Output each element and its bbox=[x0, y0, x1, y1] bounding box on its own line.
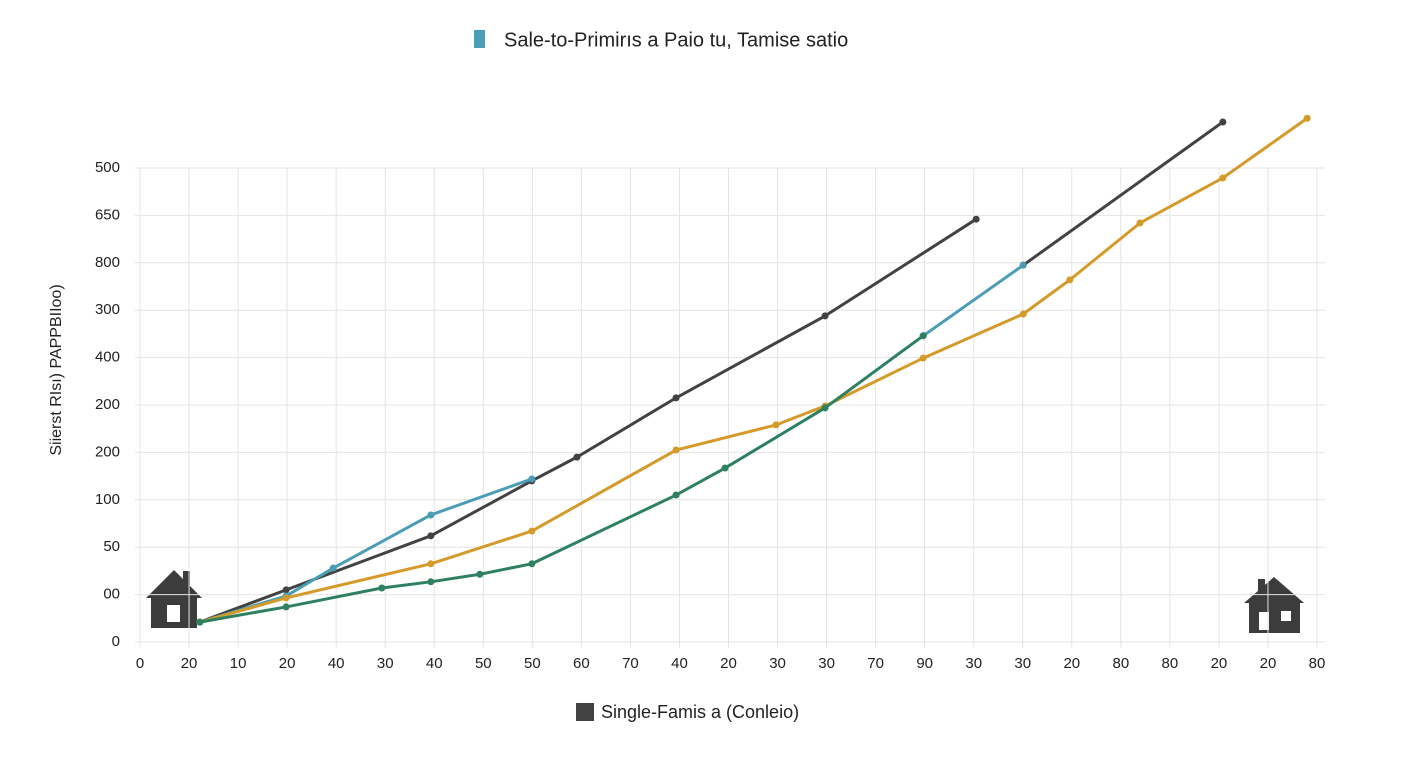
x-tick-label: 30 bbox=[965, 655, 982, 672]
data-point bbox=[427, 578, 435, 586]
data-point bbox=[196, 618, 204, 626]
y-tick-label: 500 bbox=[95, 159, 120, 176]
y-tick-label: 400 bbox=[95, 349, 120, 366]
y-axis-label: Siіerst RIsı) PAPPBIIoo) bbox=[48, 284, 65, 455]
data-point bbox=[1219, 174, 1227, 182]
x-tick-label: 30 bbox=[818, 655, 835, 672]
data-point bbox=[427, 511, 435, 519]
data-point bbox=[1019, 261, 1027, 269]
data-point bbox=[427, 560, 435, 568]
x-tick-label: 50 bbox=[475, 655, 492, 672]
data-point bbox=[1136, 219, 1144, 227]
data-point bbox=[1066, 276, 1074, 284]
x-tick-label: 0 bbox=[136, 655, 144, 672]
house-icon-right bbox=[1244, 577, 1304, 633]
data-point bbox=[821, 404, 829, 412]
data-point bbox=[1303, 114, 1311, 122]
y-tick-label: 50 bbox=[103, 538, 120, 555]
x-tick-label: 40 bbox=[426, 655, 443, 672]
legend-label: Single-Famis a (Conleio) bbox=[601, 702, 799, 722]
y-tick-label: 200 bbox=[95, 396, 120, 413]
x-tick-label: 60 bbox=[573, 655, 590, 672]
x-tick-label: 20 bbox=[720, 655, 737, 672]
y-tick-label: 100 bbox=[95, 491, 120, 508]
y-tick-label: 650 bbox=[95, 206, 120, 223]
x-tick-label: 20 bbox=[181, 655, 198, 672]
y-tick-label: 200 bbox=[95, 443, 120, 460]
data-point bbox=[821, 312, 829, 320]
x-tick-label: 50 bbox=[524, 655, 541, 672]
data-point bbox=[282, 594, 290, 602]
line-series bbox=[199, 334, 925, 624]
data-point bbox=[672, 491, 680, 499]
line-series bbox=[199, 263, 1025, 624]
data-point bbox=[573, 453, 581, 461]
x-tick-label: 80 bbox=[1309, 655, 1326, 672]
y-tick-label: 800 bbox=[95, 254, 120, 271]
chart-title: Sale-to-Primirıs a Paio tu, Tamise satio bbox=[504, 29, 848, 51]
data-point bbox=[282, 586, 290, 594]
line-series bbox=[199, 117, 1309, 624]
data-point bbox=[721, 464, 729, 472]
data-point bbox=[528, 527, 536, 535]
data-point bbox=[476, 570, 484, 578]
y-tick-label: 300 bbox=[95, 301, 120, 318]
x-tick-label: 80 bbox=[1112, 655, 1129, 672]
x-tick-label: 40 bbox=[328, 655, 345, 672]
x-tick-label: 40 bbox=[671, 655, 688, 672]
data-point bbox=[378, 584, 386, 592]
house-icon-left bbox=[146, 570, 202, 628]
x-tick-label: 20 bbox=[1063, 655, 1080, 672]
x-tick-label: 90 bbox=[916, 655, 933, 672]
legend-swatch bbox=[576, 703, 594, 721]
x-tick-label: 20 bbox=[1260, 655, 1277, 672]
x-tick-label: 80 bbox=[1162, 655, 1179, 672]
x-tick-label: 20 bbox=[279, 655, 296, 672]
data-point bbox=[919, 354, 927, 362]
x-tick-label: 10 bbox=[230, 655, 247, 672]
data-point bbox=[1219, 118, 1227, 126]
y-tick-label: 00 bbox=[103, 586, 120, 603]
data-point bbox=[672, 446, 680, 454]
x-tick-label: 70 bbox=[622, 655, 639, 672]
y-tick-label: 0 bbox=[112, 633, 120, 650]
data-point bbox=[672, 394, 680, 402]
data-point bbox=[528, 475, 536, 483]
x-tick-label: 20 bbox=[1211, 655, 1228, 672]
x-tick-label: 70 bbox=[867, 655, 884, 672]
x-tick-label: 30 bbox=[377, 655, 394, 672]
title-marker bbox=[474, 30, 485, 48]
data-point bbox=[772, 421, 780, 429]
x-tick-label: 30 bbox=[769, 655, 786, 672]
data-point bbox=[427, 532, 435, 540]
x-tick-label: 30 bbox=[1014, 655, 1031, 672]
data-point bbox=[329, 564, 337, 572]
data-point bbox=[919, 332, 927, 340]
data-point bbox=[282, 603, 290, 611]
data-point bbox=[528, 560, 536, 568]
data-point bbox=[1019, 310, 1027, 318]
data-point bbox=[972, 215, 980, 223]
